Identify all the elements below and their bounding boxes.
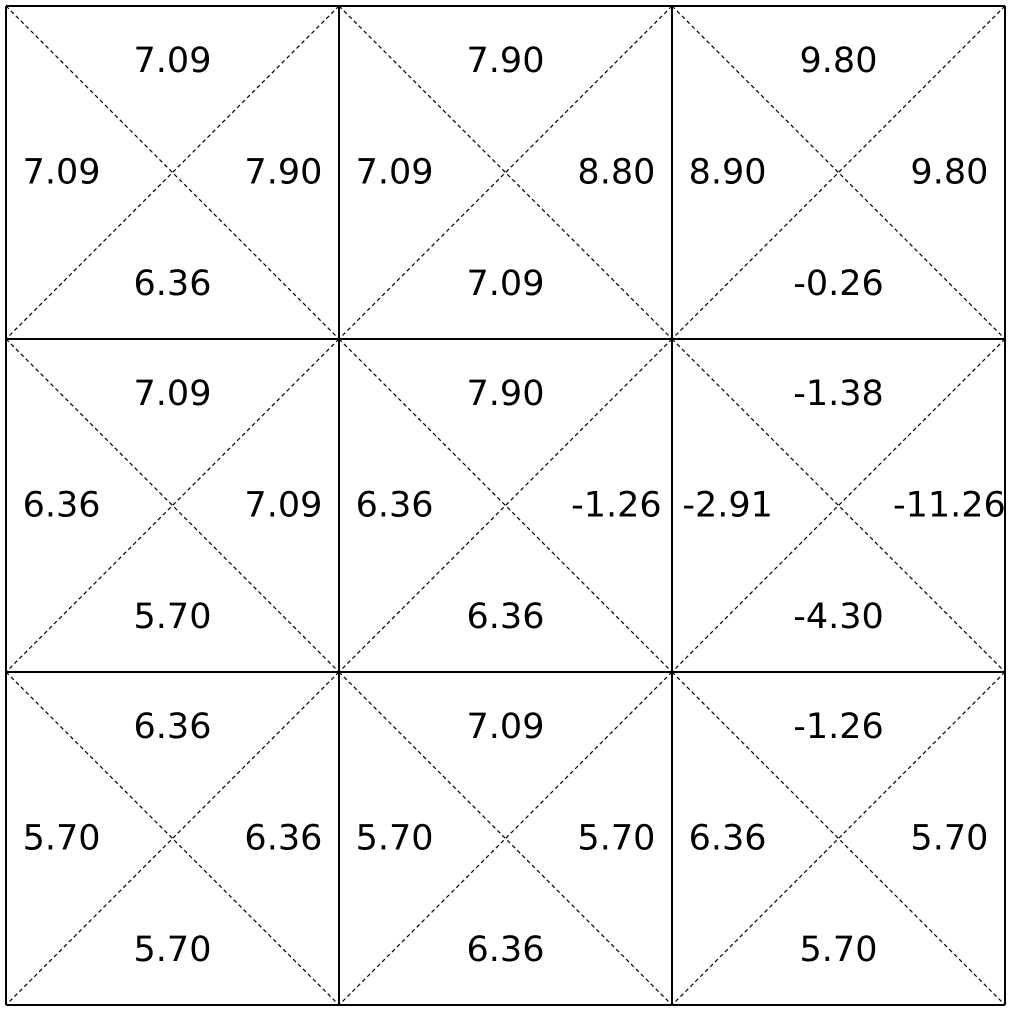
- cell-value-left: 6.36: [689, 819, 767, 859]
- cell-value-up: 6.36: [134, 707, 212, 747]
- cell-value-down: 7.09: [467, 264, 545, 304]
- cell-value-right: 5.70: [577, 819, 655, 859]
- cell-diagonal-anti: [338, 671, 673, 1006]
- cell-value-down: 6.36: [467, 930, 545, 970]
- cell-borders: [5, 5, 1006, 1006]
- cell-value-right: 5.70: [910, 819, 988, 859]
- cell-diagonal-anti: [5, 338, 340, 673]
- cell-diagonal-main: [5, 671, 340, 1006]
- cell-value-left: 5.70: [23, 819, 101, 859]
- cell-value-right: 9.80: [910, 153, 988, 193]
- cell-value-left: -2.91: [682, 486, 773, 526]
- cell-value-up: 7.09: [467, 707, 545, 747]
- cell-value-left: 8.90: [689, 153, 767, 193]
- cell-diagonal-anti: [338, 5, 673, 340]
- cell-value-labels: 7.09 7.09 7.90 6.36 7.90 7.09 8.80 7.09 9.80 8.90…: [23, 41, 1006, 970]
- cell-value-up: 7.90: [467, 41, 545, 81]
- cell-value-down: -0.26: [793, 264, 884, 304]
- cell-diagonal-main: [338, 671, 673, 1006]
- cell-diagonal-main: [671, 671, 1006, 1006]
- cell-diagonal-main: [671, 5, 1006, 340]
- cell-diagonal-main: [671, 338, 1006, 673]
- cell-value-right: -11.26: [893, 486, 1006, 526]
- cell-value-right: 7.90: [244, 153, 322, 193]
- cell-diagonal-main: [5, 338, 340, 673]
- cell-value-up: 7.09: [134, 41, 212, 81]
- cell-diagonal-anti: [338, 338, 673, 673]
- cell-value-right: 7.09: [244, 486, 322, 526]
- cell-value-down: 6.36: [134, 264, 212, 304]
- cell-diagonal-main: [5, 5, 340, 340]
- cell-diagonal-anti: [671, 338, 1006, 673]
- cell-diagonal-main: [338, 5, 673, 340]
- cell-value-left: 7.09: [23, 153, 101, 193]
- cell-value-down: 5.70: [134, 930, 212, 970]
- cell-value-right: 8.80: [577, 153, 655, 193]
- cell-value-up: 7.09: [134, 374, 212, 414]
- cell-value-left: 6.36: [356, 486, 434, 526]
- cell-diagonal-anti: [671, 671, 1006, 1006]
- cell-value-left: 6.36: [23, 486, 101, 526]
- cell-diagonal-anti: [671, 5, 1006, 340]
- cell-value-left: 7.09: [356, 153, 434, 193]
- cell-value-down: 5.70: [134, 597, 212, 637]
- cell-value-down: 5.70: [800, 930, 878, 970]
- cell-value-right: -1.26: [571, 486, 662, 526]
- cell-value-up: -1.26: [793, 707, 884, 747]
- cell-value-up: -1.38: [793, 374, 884, 414]
- cell-diagonal-anti: [5, 671, 340, 1006]
- cell-diagonal-anti: [5, 5, 340, 340]
- cell-value-down: 6.36: [467, 597, 545, 637]
- cell-value-left: 5.70: [356, 819, 434, 859]
- cell-value-down: -4.30: [793, 597, 884, 637]
- cell-diagonal-main: [338, 338, 673, 673]
- cell-value-up: 9.80: [800, 41, 878, 81]
- cell-value-up: 7.90: [467, 374, 545, 414]
- cell-diagonals: [5, 5, 1006, 1006]
- cell-value-right: 6.36: [244, 819, 322, 859]
